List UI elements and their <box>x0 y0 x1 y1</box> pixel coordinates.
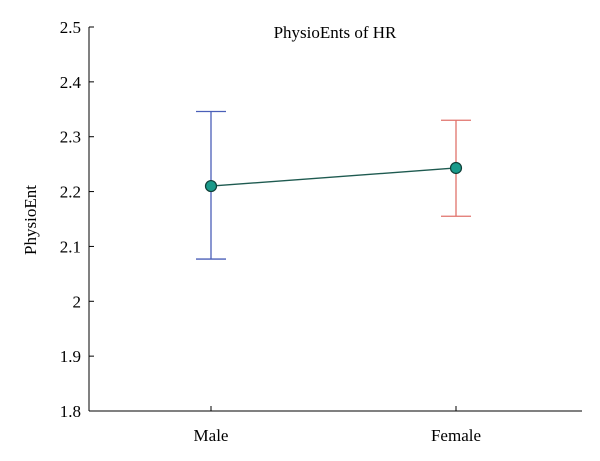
series-lines <box>210 167 457 187</box>
markers <box>204 161 463 193</box>
y-ticks: 1.8 1.9 2 2.1 2.2 2.3 2.4 2.5 <box>60 18 94 421</box>
y-tick-label: 2.2 <box>60 183 81 202</box>
y-tick-label: 2.5 <box>60 18 81 37</box>
y-tick-label: 2 <box>73 292 82 311</box>
y-tick-label: 2.1 <box>60 237 81 256</box>
y-axis-label: PhysioEnt <box>21 185 40 255</box>
y-tick-label: 1.8 <box>60 402 81 421</box>
x-tick-label: Male <box>194 426 229 445</box>
x-ticks: Male Female <box>194 406 481 445</box>
y-tick-label: 1.9 <box>60 347 81 366</box>
data-point-male <box>204 179 218 193</box>
y-tick-label: 2.3 <box>60 128 81 147</box>
chart-title: PhysioEnts of HR <box>274 23 397 42</box>
axes <box>88 27 582 412</box>
x-tick-label: Female <box>431 426 481 445</box>
error-bars <box>196 110 471 260</box>
series-line <box>210 167 457 187</box>
data-point-female <box>449 161 463 175</box>
y-tick-label: 2.4 <box>60 73 82 92</box>
